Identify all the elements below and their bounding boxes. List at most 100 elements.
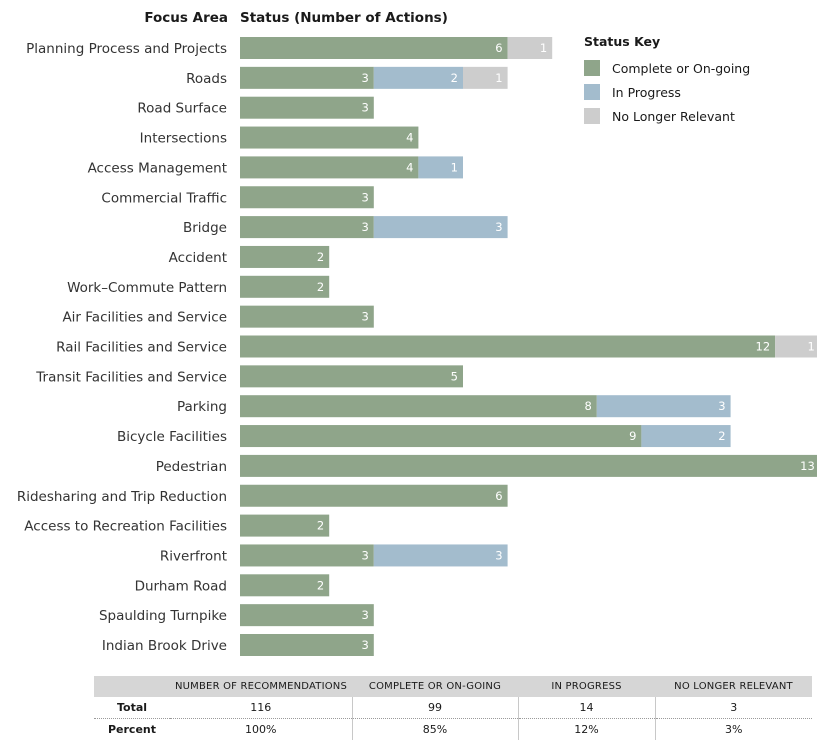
bar-bridge-complete	[240, 216, 374, 238]
category-label-parking: Parking	[177, 399, 227, 415]
value-label-road-surface-complete: 3	[361, 101, 368, 115]
value-label-parking-in-progress: 3	[718, 399, 725, 413]
value-label-durham-road-complete: 2	[317, 578, 324, 592]
legend-title: Status Key	[584, 34, 750, 49]
bar-riverfront-in-progress	[374, 544, 508, 566]
summary-table: NUMBER OF RECOMMENDATIONS COMPLETE OR ON…	[94, 676, 812, 740]
bar-roads-complete	[240, 67, 374, 89]
bar-parking-complete	[240, 395, 597, 417]
value-label-work-commute-pattern-complete: 2	[317, 280, 324, 294]
summary-header-recommendations: NUMBER OF RECOMMENDATIONS	[170, 676, 352, 697]
value-label-roads-in-progress: 2	[451, 71, 458, 85]
value-label-commercial-traffic-complete: 3	[361, 190, 368, 204]
summary-row-total: Total 116 99 14 3	[94, 697, 812, 719]
value-label-access-management-complete: 4	[406, 160, 413, 174]
category-label-access-to-recreation-facilities: Access to Recreation Facilities	[24, 519, 227, 535]
category-label-road-surface: Road Surface	[137, 101, 227, 117]
bar-spaulding-turnpike-complete	[240, 604, 374, 626]
summary-header-in-progress: IN PROGRESS	[518, 676, 655, 697]
value-label-riverfront-in-progress: 3	[495, 548, 502, 562]
value-label-indian-brook-drive-complete: 3	[361, 638, 368, 652]
value-label-air-facilities-and-service-complete: 3	[361, 310, 368, 324]
category-label-transit-facilities-and-service: Transit Facilities and Service	[35, 369, 227, 385]
value-label-bicycle-facilities-complete: 9	[629, 429, 636, 443]
value-label-rail-facilities-and-service-no-longer-relevant: 1	[807, 340, 814, 354]
legend-item-no-longer-relevant: No Longer Relevant	[584, 104, 750, 128]
summary-cell: Total	[94, 697, 170, 719]
category-label-rail-facilities-and-service: Rail Facilities and Service	[56, 340, 227, 356]
category-label-bicycle-facilities: Bicycle Facilities	[117, 429, 227, 445]
bar-durham-road-complete	[240, 574, 329, 596]
value-label-planning-process-and-projects-no-longer-relevant: 1	[540, 41, 547, 55]
bar-ridesharing-and-trip-reduction-complete	[240, 485, 508, 507]
value-label-accident-complete: 2	[317, 250, 324, 264]
summary-cell: 100%	[170, 719, 352, 740]
category-label-intersections: Intersections	[140, 131, 227, 147]
value-label-intersections-complete: 4	[406, 131, 413, 145]
value-label-roads-complete: 3	[361, 71, 368, 85]
summary-cell: 99	[352, 697, 518, 719]
category-label-durham-road: Durham Road	[135, 578, 227, 594]
value-label-riverfront-complete: 3	[361, 548, 368, 562]
value-label-ridesharing-and-trip-reduction-complete: 6	[495, 489, 502, 503]
legend-item-complete: Complete or On-going	[584, 56, 750, 80]
summary-row-percent: Percent 100% 85% 12% 3%	[94, 719, 812, 740]
bar-air-facilities-and-service-complete	[240, 306, 374, 328]
category-label-planning-process-and-projects: Planning Process and Projects	[26, 41, 227, 57]
summary-header-no-longer-relevant: NO LONGER RELEVANT	[655, 676, 812, 697]
value-label-spaulding-turnpike-complete: 3	[361, 608, 368, 622]
bar-bicycle-facilities-in-progress	[641, 425, 730, 447]
bar-parking-in-progress	[597, 395, 731, 417]
bar-roads-in-progress	[374, 67, 463, 89]
value-label-access-to-recreation-facilities-complete: 2	[317, 519, 324, 533]
bar-access-management-complete	[240, 156, 418, 178]
category-label-riverfront: Riverfront	[160, 548, 227, 564]
summary-cell: 116	[170, 697, 352, 719]
summary-cell: 3%	[655, 719, 812, 740]
value-label-roads-no-longer-relevant: 1	[495, 71, 502, 85]
value-label-access-management-in-progress: 1	[451, 160, 458, 174]
summary-header-blank	[94, 676, 170, 697]
summary-cell: Percent	[94, 719, 170, 740]
category-label-work-commute-pattern: Work–Commute Pattern	[67, 280, 227, 296]
category-label-indian-brook-drive: Indian Brook Drive	[102, 638, 227, 654]
bar-indian-brook-drive-complete	[240, 634, 374, 656]
summary-header-row: NUMBER OF RECOMMENDATIONS COMPLETE OR ON…	[94, 676, 812, 697]
bar-planning-process-and-projects-complete	[240, 37, 508, 59]
bar-intersections-complete	[240, 127, 418, 149]
bar-commercial-traffic-complete	[240, 186, 374, 208]
category-label-commercial-traffic: Commercial Traffic	[101, 190, 227, 206]
category-label-air-facilities-and-service: Air Facilities and Service	[62, 310, 227, 326]
category-label-access-management: Access Management	[88, 160, 227, 176]
value-label-transit-facilities-and-service-complete: 5	[451, 369, 458, 383]
status-key-legend: Status Key Complete or On-going In Progr…	[584, 34, 750, 128]
summary-cell: 85%	[352, 719, 518, 740]
bar-accident-complete	[240, 246, 329, 268]
legend-label-in-progress: In Progress	[612, 85, 681, 100]
summary-header-complete: COMPLETE OR ON-GOING	[352, 676, 518, 697]
category-label-spaulding-turnpike: Spaulding Turnpike	[99, 608, 227, 624]
summary-cell: 14	[518, 697, 655, 719]
legend-item-in-progress: In Progress	[584, 80, 750, 104]
legend-label-no-longer-relevant: No Longer Relevant	[612, 109, 735, 124]
value-label-rail-facilities-and-service-complete: 12	[756, 340, 771, 354]
bar-transit-facilities-and-service-complete	[240, 365, 463, 387]
legend-swatch-in-progress	[584, 84, 600, 100]
bar-pedestrian-complete	[240, 455, 817, 477]
bar-road-surface-complete	[240, 97, 374, 119]
category-label-bridge: Bridge	[183, 220, 227, 236]
legend-label-complete: Complete or On-going	[612, 61, 750, 76]
bar-bridge-in-progress	[374, 216, 508, 238]
value-label-bridge-complete: 3	[361, 220, 368, 234]
bar-bicycle-facilities-complete	[240, 425, 641, 447]
summary-cell: 12%	[518, 719, 655, 740]
bar-access-to-recreation-facilities-complete	[240, 515, 329, 537]
legend-swatch-no-longer-relevant	[584, 108, 600, 124]
category-label-roads: Roads	[186, 71, 227, 87]
value-label-bridge-in-progress: 3	[495, 220, 502, 234]
bar-riverfront-complete	[240, 544, 374, 566]
bar-rail-facilities-and-service-complete	[240, 336, 775, 358]
summary-cell: 3	[655, 697, 812, 719]
value-label-bicycle-facilities-in-progress: 2	[718, 429, 725, 443]
category-label-pedestrian: Pedestrian	[156, 459, 227, 475]
